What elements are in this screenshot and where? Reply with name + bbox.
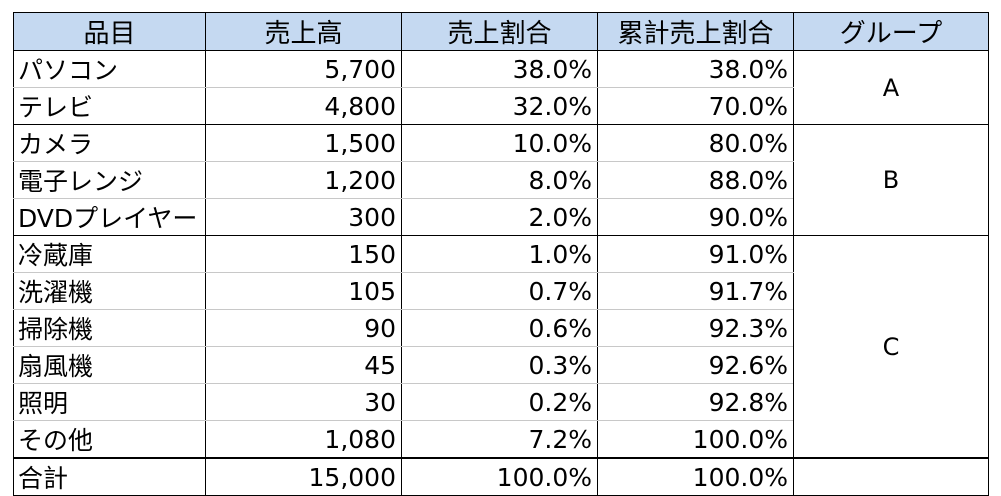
group-label-a: A <box>793 50 989 125</box>
table-row: 洗濯機 105 0.7% 91.7% <box>13 272 989 310</box>
group-label-c: C <box>793 235 989 459</box>
cumulative-cell: 80.0% <box>597 124 794 162</box>
table-row: DVDプレイヤー 300 2.0% 90.0% <box>13 198 989 236</box>
cumulative-cell: 92.8% <box>597 383 794 421</box>
share-cell: 0.7% <box>401 272 598 310</box>
item-cell: その他 <box>13 420 206 459</box>
share-cell: 7.2% <box>401 420 598 459</box>
share-cell: 10.0% <box>401 124 598 162</box>
item-cell: 掃除機 <box>13 309 206 347</box>
header-group: グループ <box>793 12 989 51</box>
sales-cell: 1,200 <box>205 161 402 199</box>
group-label-b: B <box>793 124 989 236</box>
share-cell: 0.3% <box>401 346 598 384</box>
sales-cell: 300 <box>205 198 402 236</box>
item-cell: 電子レンジ <box>13 161 206 199</box>
share-cell: 1.0% <box>401 235 598 273</box>
sales-cell: 1,080 <box>205 420 402 459</box>
item-cell: 扇風機 <box>13 346 206 384</box>
share-cell: 2.0% <box>401 198 598 236</box>
header-share: 売上割合 <box>401 12 598 51</box>
table-row: カメラ 1,500 10.0% 80.0% B <box>13 124 989 236</box>
total-row: 合計 15,000 100.0% 100.0% <box>13 457 989 496</box>
table-row: 照明 30 0.2% 92.8% <box>13 383 989 421</box>
share-cell: 0.2% <box>401 383 598 421</box>
table-row: 冷蔵庫 150 1.0% 91.0% C <box>13 235 989 459</box>
table-row: 掃除機 90 0.6% 92.3% <box>13 309 989 347</box>
cumulative-cell: 100.0% <box>597 420 794 459</box>
cumulative-cell: 90.0% <box>597 198 794 236</box>
sales-cell: 90 <box>205 309 402 347</box>
table-row: パソコン 5,700 38.0% 38.0% A <box>13 50 989 125</box>
share-cell: 38.0% <box>401 50 598 88</box>
cumulative-cell: 92.6% <box>597 346 794 384</box>
item-cell: カメラ <box>13 124 206 162</box>
header-sales: 売上高 <box>205 12 402 51</box>
header-row: 品目 売上高 売上割合 累計売上割合 グループ <box>13 12 989 51</box>
cumulative-cell: 70.0% <box>597 87 794 125</box>
sales-cell: 105 <box>205 272 402 310</box>
total-label: 合計 <box>13 457 206 496</box>
total-cumulative: 100.0% <box>597 457 794 496</box>
share-cell: 0.6% <box>401 309 598 347</box>
total-share: 100.0% <box>401 457 598 496</box>
sales-cell: 5,700 <box>205 50 402 88</box>
share-cell: 32.0% <box>401 87 598 125</box>
header-cumulative: 累計売上割合 <box>597 12 794 51</box>
cumulative-cell: 38.0% <box>597 50 794 88</box>
cumulative-cell: 91.7% <box>597 272 794 310</box>
abc-analysis-table: 品目 売上高 売上割合 累計売上割合 グループ パソコン 5,700 38.0%… <box>13 12 989 496</box>
item-cell: 冷蔵庫 <box>13 235 206 273</box>
sales-cell: 1,500 <box>205 124 402 162</box>
sales-cell: 150 <box>205 235 402 273</box>
item-cell: DVDプレイヤー <box>13 198 206 236</box>
sales-cell: 30 <box>205 383 402 421</box>
sales-cell: 4,800 <box>205 87 402 125</box>
table-row: 扇風機 45 0.3% 92.6% <box>13 346 989 384</box>
item-cell: パソコン <box>13 50 206 88</box>
total-sales: 15,000 <box>205 457 402 496</box>
sales-cell: 45 <box>205 346 402 384</box>
item-cell: 照明 <box>13 383 206 421</box>
item-cell: 洗濯機 <box>13 272 206 310</box>
share-cell: 8.0% <box>401 161 598 199</box>
cumulative-cell: 92.3% <box>597 309 794 347</box>
cumulative-cell: 88.0% <box>597 161 794 199</box>
header-item: 品目 <box>13 12 206 51</box>
item-cell: テレビ <box>13 87 206 125</box>
cumulative-cell: 91.0% <box>597 235 794 273</box>
total-group-empty <box>793 457 989 496</box>
